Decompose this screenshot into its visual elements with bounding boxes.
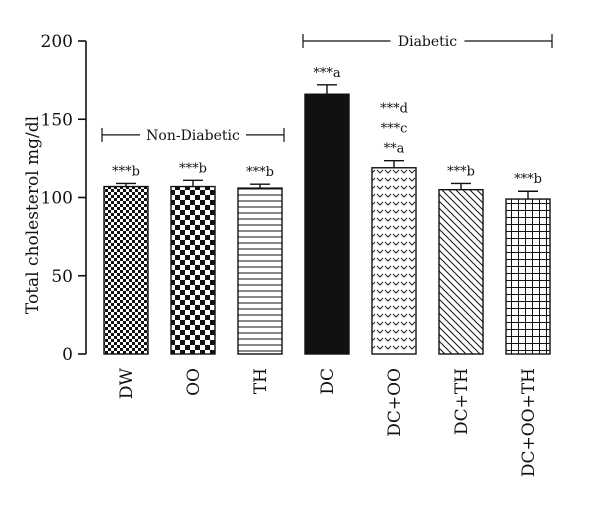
x-tick-label: DC+OO [385, 368, 405, 437]
y-tick-label: 0 [62, 345, 73, 365]
plot-area: 0 50 100 150 200 ***b DW ***b OO ***b TH ***a DC ***d… [41, 29, 553, 477]
y-axis-title: Total cholesterol mg/dl [23, 116, 43, 314]
group-label: Diabetic [398, 34, 457, 50]
bar-dc-th [438, 188, 484, 355]
x-tick-label: OO [184, 368, 204, 396]
y-tick-label: 200 [41, 32, 73, 52]
bar-dc-oo [371, 167, 417, 355]
x-tick-label: DC [318, 368, 338, 395]
significance-label: **a [384, 142, 405, 157]
x-tick-label: DC+OO+TH [519, 368, 539, 477]
significance-label: ***b [112, 164, 140, 179]
bar-th [237, 187, 283, 355]
x-tick-label: TH [251, 368, 271, 394]
y-tick-label: 50 [51, 267, 73, 287]
y-tick-label: 150 [41, 110, 73, 130]
bar-dc-oo-th [505, 198, 551, 355]
significance-label: ***a [313, 66, 341, 81]
bar-dw [103, 185, 149, 355]
significance-label: ***b [246, 165, 274, 180]
significance-label: ***b [514, 172, 542, 187]
group-label-background [390, 29, 465, 49]
significance-label: ***d [380, 102, 408, 117]
bar-dc [304, 93, 350, 355]
bar-oo [170, 185, 216, 355]
group-label: Non-Diabetic [146, 128, 240, 144]
significance-label: ***b [179, 161, 207, 176]
significance-label: ***b [447, 164, 475, 179]
x-tick-label: DW [117, 367, 137, 399]
group-label-background [140, 122, 246, 143]
y-tick-label: 100 [41, 189, 73, 209]
x-tick-label: DC+TH [452, 368, 472, 435]
significance-label: ***c [381, 122, 408, 137]
